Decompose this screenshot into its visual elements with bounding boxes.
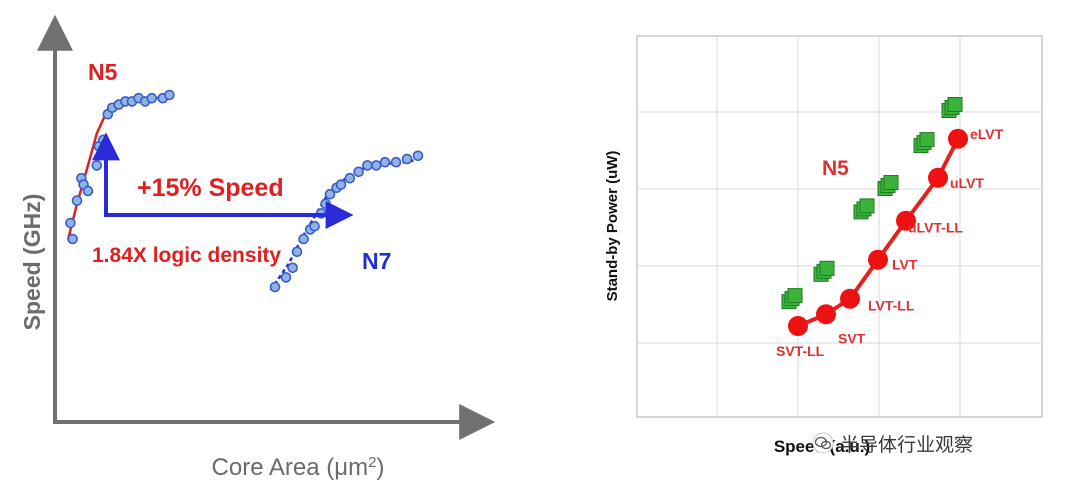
series-n7-point xyxy=(353,166,364,178)
series-n5-point xyxy=(788,316,808,336)
series-n7-point xyxy=(269,281,281,293)
series-n7-point xyxy=(291,246,303,258)
series-n5-point xyxy=(146,92,158,104)
n5-series-label: N5 xyxy=(88,59,118,85)
series-n5-fit-line xyxy=(66,93,170,240)
series-n5-point xyxy=(868,249,888,270)
series-n7-point xyxy=(309,220,320,232)
density-gain-annotation: 1.84X logic density xyxy=(92,244,281,267)
series-n7-point xyxy=(287,262,298,274)
series-n5-point xyxy=(164,89,175,101)
series-n7-point xyxy=(390,156,402,168)
speed-gain-annotation: +15% Speed xyxy=(137,174,284,202)
green-marker xyxy=(941,97,963,118)
series-n7-point xyxy=(379,156,391,168)
series-n7-point xyxy=(298,233,309,245)
series-n5-point xyxy=(928,167,948,188)
series-n5-point xyxy=(67,233,78,245)
point-label: SVT-LL xyxy=(776,343,825,359)
series-n7-point xyxy=(412,150,424,162)
green-marker xyxy=(853,198,875,220)
point-label: uLVT-LL xyxy=(908,220,963,236)
series-n5-point xyxy=(896,210,916,231)
point-label: uLVT xyxy=(950,175,984,191)
left-chart: Speed (GHz) Core Area (μm2) +15% Speed 1… xyxy=(19,14,496,482)
point-label: eLVT xyxy=(970,126,1004,142)
series-n7-point xyxy=(401,153,413,165)
right-chart: Stand-by Power (uW) Speed (a.u.) N5 SVT-… xyxy=(604,35,1043,456)
n7-series-label: N7 xyxy=(362,248,391,274)
series-n7-point xyxy=(335,179,347,190)
point-label: LVT xyxy=(892,257,918,273)
series-n7-point xyxy=(362,160,373,171)
series-n5-point xyxy=(82,185,94,197)
series-n5-point xyxy=(840,288,860,309)
y-axis-label: Stand-by Power (uW) xyxy=(604,151,621,302)
series-n5-point xyxy=(65,217,76,229)
series-n5-point xyxy=(71,195,83,206)
series-n7-point xyxy=(344,172,356,184)
green-marker xyxy=(913,132,935,154)
series-n5-point xyxy=(91,160,103,171)
green-marker xyxy=(781,288,803,310)
series-n7-point xyxy=(324,188,336,200)
y-axis-label: Speed (GHz) xyxy=(19,194,45,331)
x-axis-label: Core Area (μm2) xyxy=(212,454,385,482)
series-n7-point xyxy=(280,272,292,283)
n5-group-label: N5 xyxy=(822,157,849,180)
green-marker xyxy=(877,175,899,196)
wechat-icon xyxy=(812,432,834,454)
watermark: 半导体行业观察 xyxy=(812,430,973,456)
point-label: SVT xyxy=(838,330,866,346)
series-n5-point xyxy=(816,304,836,325)
watermark-text: 半导体行业观察 xyxy=(840,433,974,456)
series-n7-point xyxy=(370,160,382,171)
plot-frame xyxy=(636,35,1043,418)
green-marker xyxy=(813,260,835,282)
point-label: LVT-LL xyxy=(868,298,915,314)
series-n5-point xyxy=(948,128,968,149)
series-n7-point xyxy=(320,198,331,210)
